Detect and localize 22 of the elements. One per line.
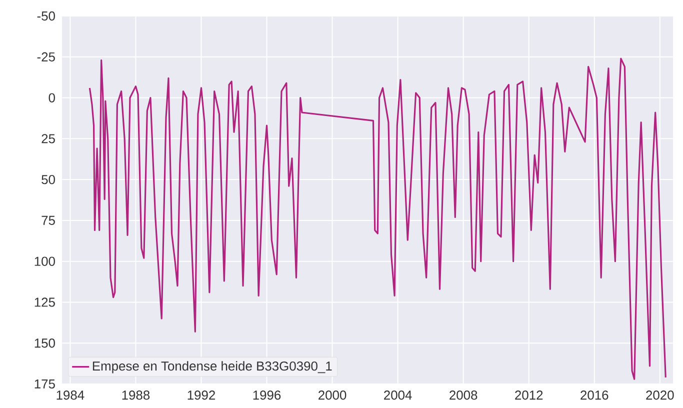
- y-tick-label: 75: [42, 216, 55, 225]
- y-tick-label: 25: [42, 134, 55, 144]
- x-tick-label: 2008: [450, 390, 478, 400]
- legend-label: Empese en Tondense heide B33G0390_1: [92, 361, 332, 374]
- y-tick-label: 150: [34, 338, 55, 348]
- x-tick-label: 2016: [580, 390, 608, 400]
- x-tick-label: 2020: [646, 390, 674, 400]
- x-tick-label: 1996: [253, 390, 281, 400]
- x-tick-label: 1988: [122, 390, 150, 400]
- y-tick-label: 50: [42, 174, 55, 184]
- y-tick-label: 125: [34, 298, 55, 307]
- x-tick-label: 1984: [56, 390, 84, 400]
- y-tick-label: -50: [37, 11, 55, 21]
- x-tick-label: 2004: [384, 390, 412, 400]
- y-tick-label: 100: [34, 256, 55, 266]
- line-series: [88, 58, 666, 380]
- y-tick-label: 0: [48, 93, 55, 102]
- x-tick-label: 1992: [188, 390, 215, 400]
- y-tick-label: -25: [37, 52, 55, 62]
- y-tick-label: 175: [34, 379, 55, 389]
- x-tick-label: 2012: [515, 390, 543, 400]
- x-tick-label: 2000: [318, 390, 346, 400]
